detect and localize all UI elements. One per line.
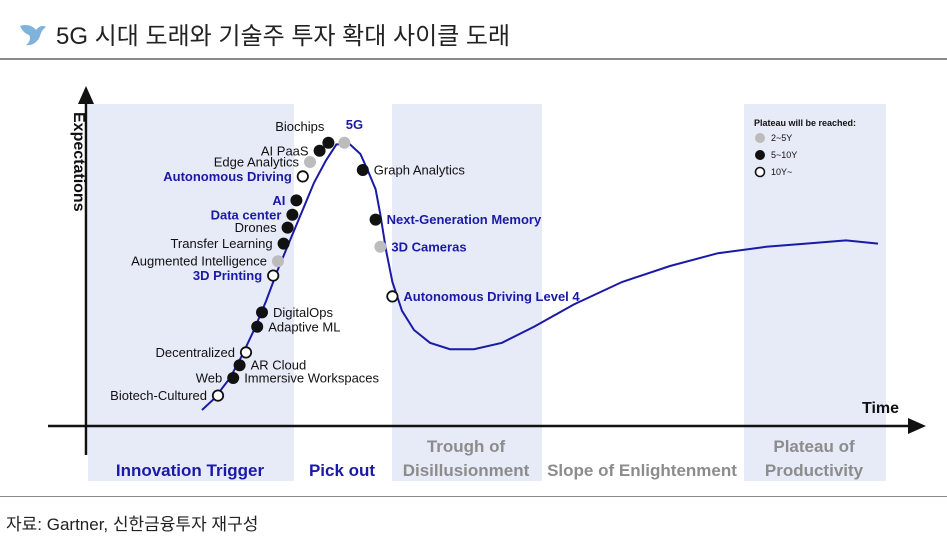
label-data-center: Data center (211, 207, 282, 222)
point-adaptive-ml (251, 320, 264, 333)
point-biotech-cultured (211, 389, 225, 402)
label-digitalops: DigitalOps (273, 305, 333, 320)
source-note: 자료: Gartner, 신한금융투자 재구성 (6, 515, 259, 534)
y-axis-title: Expectations (70, 112, 87, 212)
point-data-center (286, 208, 299, 221)
phase-label-innovation-trigger: Innovation Trigger (116, 461, 265, 480)
title-divider (0, 58, 947, 60)
point-decentralized (239, 346, 253, 359)
point-next-generation-memory (369, 213, 382, 226)
axes: Expectations Time (48, 86, 926, 455)
label-next-generation-memory: Next-Generation Memory (387, 212, 542, 227)
label-autonomous-driving-level-4: Autonomous Driving Level 4 (403, 289, 580, 304)
label-autonomous-driving: Autonomous Driving (163, 169, 292, 184)
label-graph-analytics: Graph Analytics (374, 163, 466, 178)
label-ar-cloud: AR Cloud (251, 358, 307, 373)
legend-marker-black (755, 150, 765, 160)
label-transfer-learning: Transfer Learning (170, 236, 272, 251)
label-edge-analytics: Edge Analytics (214, 155, 300, 170)
label-3d-printing: 3D Printing (193, 268, 262, 283)
label-adaptive-ml: Adaptive ML (268, 319, 340, 334)
legend-marker-open (754, 166, 766, 178)
title-bar: 5G 시대 도래와 기술주 투자 확대 사이클 도래 (0, 0, 947, 58)
phase-band-plateau-of-productivity (744, 104, 886, 481)
label-3d-cameras: 3D Cameras (391, 239, 466, 254)
point-3d-cameras (374, 240, 387, 253)
label-ai: AI (272, 193, 285, 208)
label-augmented-intelligence: Augmented Intelligence (131, 254, 267, 269)
legend-label-black: 5~10Y (771, 150, 797, 160)
point-5g (338, 136, 351, 149)
point-transfer-learning (277, 237, 290, 250)
phase-bands (88, 104, 886, 481)
legend: Plateau will be reached: 2~5Y 5~10Y 10Y~ (754, 118, 856, 178)
point-autonomous-driving-level-4 (386, 290, 399, 303)
point-ai (290, 194, 303, 207)
y-axis-arrow-icon (78, 86, 94, 104)
point-autonomous-driving (296, 170, 309, 183)
x-axis-title: Time (862, 400, 899, 417)
point-drones (281, 221, 294, 234)
phase-band-innovation-trigger (88, 104, 294, 481)
phase-label-trough-of-disillusionment: Trough of Disillusionment (403, 437, 530, 480)
phase-labels: Innovation Trigger Pick out Trough of Disil… (116, 437, 864, 480)
point-biochips (322, 136, 335, 149)
legend-label-open: 10Y~ (771, 167, 792, 177)
label-5g: 5G (346, 117, 363, 132)
label-web: Web (196, 371, 223, 386)
phase-band-trough-of-disillusionment (392, 104, 542, 481)
bird-logo-icon (20, 25, 46, 46)
x-axis-arrow-icon (908, 418, 926, 434)
label-drones: Drones (235, 220, 277, 235)
label-decentralized: Decentralized (156, 345, 236, 360)
label-biochips: Biochips (275, 119, 325, 134)
point-ar-cloud (233, 359, 246, 372)
point-digitalops (256, 306, 268, 319)
hype-curve (201, 143, 879, 411)
point-augmented-intelligence (272, 255, 284, 268)
legend-title: Plateau will be reached: (754, 118, 856, 128)
page-title: 5G 시대 도래와 기술주 투자 확대 사이클 도래 (56, 23, 511, 50)
legend-marker-grey (755, 133, 765, 143)
legend-label-grey: 2~5Y (771, 133, 792, 143)
phase-label-pick-out: Pick out (309, 461, 375, 480)
point-web (227, 372, 240, 384)
point-ai-paas (313, 144, 326, 157)
phase-label-plateau-of-productivity: Plateau of Productivity (765, 437, 864, 480)
label-biotech-cultured: Biotech-Cultured (110, 388, 207, 403)
point-edge-analytics (304, 156, 316, 168)
bottom-divider (0, 496, 947, 497)
point-3d-printing (267, 269, 280, 282)
label-ai-paas: AI PaaS (261, 143, 309, 158)
label-immersive-workspaces: Immersive Workspaces (244, 371, 379, 386)
point-graph-analytics (356, 164, 369, 176)
hype-cycle-chart: Expectations Time Biotech-Cultured Web Imm… (48, 86, 926, 481)
phase-label-slope-of-enlightenment: Slope of Enlightenment (547, 461, 737, 480)
